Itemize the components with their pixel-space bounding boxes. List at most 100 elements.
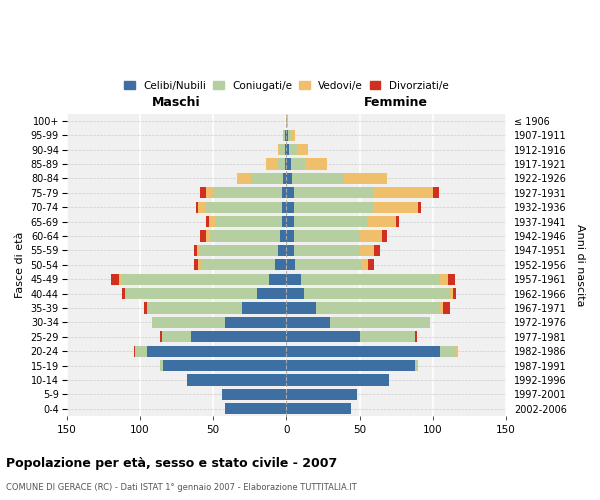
Bar [451,288,454,299]
Bar [197,245,200,256]
Bar [200,245,278,256]
Text: Popolazione per età, sesso e stato civile - 2007: Popolazione per età, sesso e stato civil… [6,458,337,470]
Bar [286,360,415,371]
Bar [331,317,430,328]
Bar [440,274,448,285]
Bar [433,187,439,198]
Bar [110,274,119,285]
Bar [301,274,440,285]
Bar [293,202,374,213]
Bar [293,187,374,198]
Bar [282,187,286,198]
Bar [305,158,328,170]
Bar [206,187,213,198]
Bar [286,331,359,342]
Bar [418,202,421,213]
Bar [282,202,286,213]
Bar [278,144,280,156]
Bar [286,389,356,400]
Bar [194,259,199,270]
Bar [225,317,286,328]
Bar [199,259,202,270]
Text: COMUNE DI GERACE (RC) - Dati ISTAT 1° gennaio 2007 - Elaborazione TUTTITALIA.IT: COMUNE DI GERACE (RC) - Dati ISTAT 1° ge… [6,483,357,492]
Bar [286,346,440,357]
Bar [163,360,286,371]
Bar [278,245,286,256]
Bar [286,403,351,414]
Bar [289,144,296,156]
Bar [280,230,286,241]
Bar [147,346,286,357]
Bar [382,230,388,241]
Bar [296,144,308,156]
Bar [269,274,286,285]
Bar [288,130,291,141]
Bar [440,346,455,357]
Bar [286,259,295,270]
Bar [251,173,283,184]
Bar [316,302,440,314]
Bar [285,130,286,141]
Bar [455,346,458,357]
Bar [191,331,286,342]
Bar [282,216,286,228]
Bar [236,173,251,184]
Bar [374,202,418,213]
Bar [286,116,288,126]
Bar [286,187,293,198]
Bar [359,331,415,342]
Bar [415,360,418,371]
Bar [136,346,147,357]
Bar [361,259,368,270]
Bar [134,346,136,357]
Bar [285,158,286,170]
Legend: Celibi/Nubili, Coniugati/e, Vedovi/e, Divorziati/e: Celibi/Nubili, Coniugati/e, Vedovi/e, Di… [120,76,452,95]
Bar [415,331,417,342]
Y-axis label: Fasce di età: Fasce di età [15,232,25,298]
Bar [293,245,359,256]
Bar [160,360,163,371]
Bar [199,202,206,213]
Bar [286,245,293,256]
Bar [122,288,125,299]
Bar [374,187,433,198]
Bar [286,216,293,228]
Bar [222,389,286,400]
Bar [200,230,206,241]
Bar [454,288,457,299]
Bar [278,158,285,170]
Bar [359,245,374,256]
Bar [266,158,278,170]
Bar [283,173,286,184]
Bar [206,216,209,228]
Bar [285,144,286,156]
Bar [152,317,225,328]
Bar [160,331,162,342]
Bar [286,288,304,299]
Bar [206,202,282,213]
Bar [359,230,382,241]
Bar [242,302,286,314]
Bar [206,230,210,241]
Bar [448,274,455,285]
Bar [286,158,291,170]
Bar [275,259,286,270]
Bar [144,302,147,314]
Bar [213,187,282,198]
Bar [162,331,191,342]
Bar [257,288,286,299]
Bar [291,158,305,170]
Bar [147,302,242,314]
Bar [286,202,293,213]
Bar [216,216,282,228]
Y-axis label: Anni di nascita: Anni di nascita [575,224,585,306]
Bar [196,202,199,213]
Bar [286,144,289,156]
Bar [200,187,206,198]
Bar [286,274,301,285]
Bar [286,374,389,386]
Bar [283,130,285,141]
Bar [368,259,374,270]
Text: Maschi: Maschi [152,96,201,108]
Bar [286,230,293,241]
